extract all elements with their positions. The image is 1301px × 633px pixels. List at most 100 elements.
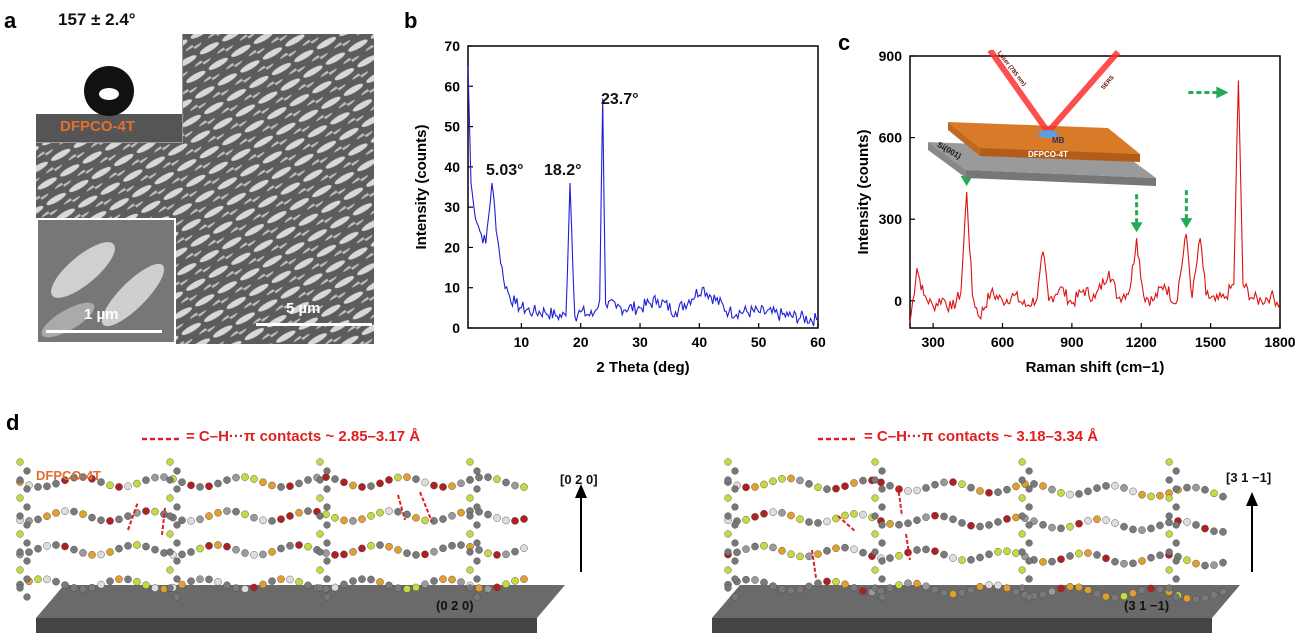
atom	[223, 507, 231, 515]
atom	[61, 581, 69, 589]
atom	[493, 514, 501, 522]
atom	[1102, 516, 1110, 524]
atom	[1172, 557, 1180, 565]
atom	[166, 566, 174, 574]
atom	[1138, 490, 1146, 499]
atom	[1025, 503, 1033, 511]
atom	[724, 566, 732, 574]
atom	[904, 519, 912, 528]
atom	[173, 593, 181, 601]
atom	[1030, 517, 1038, 525]
atom	[316, 476, 324, 484]
atom	[731, 575, 739, 583]
material-label-a: DFPCO-4T	[60, 118, 135, 135]
atom	[412, 475, 420, 483]
atom	[1156, 585, 1164, 593]
atom	[241, 510, 249, 519]
atom	[358, 483, 366, 491]
atom	[871, 494, 879, 502]
atom	[277, 483, 285, 491]
atom	[268, 517, 276, 525]
atom	[958, 519, 966, 527]
atom	[823, 577, 831, 586]
atom	[466, 548, 474, 556]
atom	[43, 575, 51, 584]
atom	[778, 508, 786, 517]
atom	[421, 580, 429, 589]
atom	[796, 552, 804, 561]
atom	[268, 577, 276, 585]
atom	[61, 507, 69, 515]
atom	[778, 475, 786, 483]
atom	[976, 522, 984, 531]
atom	[832, 544, 840, 553]
atom	[1084, 549, 1092, 557]
atom	[232, 584, 240, 592]
atom	[115, 515, 123, 524]
atom	[331, 551, 339, 559]
atom	[1210, 489, 1218, 498]
atom	[97, 580, 105, 589]
atom	[1025, 575, 1033, 583]
atom	[173, 539, 181, 547]
contact-dash	[161, 507, 166, 536]
contact-dash	[397, 494, 406, 521]
mb-spot	[1038, 130, 1058, 138]
atom	[473, 503, 481, 511]
atom	[473, 539, 481, 547]
atom	[323, 503, 331, 511]
atom	[994, 488, 1002, 496]
atom	[286, 482, 294, 490]
atom	[787, 550, 795, 559]
atom	[913, 486, 921, 495]
atom	[1210, 561, 1218, 569]
atom	[205, 512, 213, 520]
atom	[1003, 515, 1011, 523]
atom	[88, 513, 96, 522]
atom	[1183, 483, 1191, 492]
atom	[151, 584, 159, 592]
atom	[295, 479, 303, 488]
xrd-ylabel: Intensity (counts)	[413, 124, 430, 249]
atom	[133, 479, 141, 488]
atom	[43, 542, 51, 550]
atom	[124, 512, 132, 520]
xrd-plot-frame	[467, 45, 819, 329]
inset-scale-label: 1 µm	[84, 306, 119, 323]
atom	[895, 551, 903, 560]
atom	[166, 584, 174, 592]
atom	[439, 575, 447, 583]
atom	[1172, 521, 1180, 529]
atom	[358, 544, 366, 553]
atom	[913, 546, 921, 554]
atom	[878, 521, 886, 529]
atom	[1039, 520, 1047, 529]
atom	[259, 516, 267, 525]
atom	[23, 503, 31, 511]
atom	[1183, 556, 1191, 565]
atom	[70, 584, 78, 592]
atom	[832, 484, 840, 493]
atom	[949, 515, 957, 524]
atom	[173, 485, 181, 493]
raman-xtick-label: 900	[1060, 334, 1084, 350]
atom	[904, 487, 912, 495]
atom	[430, 517, 438, 525]
atom	[940, 589, 948, 597]
atom	[376, 578, 384, 586]
atom	[106, 548, 114, 556]
atom	[733, 548, 741, 557]
atom	[43, 512, 51, 521]
panel-label-a: a	[4, 8, 17, 33]
atom	[430, 577, 438, 585]
atom	[1018, 566, 1026, 574]
atom	[511, 481, 519, 490]
atom	[1192, 521, 1200, 529]
sers-schematic	[928, 50, 1156, 186]
atom	[778, 546, 786, 555]
atom	[430, 547, 438, 556]
atom	[394, 473, 402, 482]
atom	[1138, 586, 1146, 595]
atom	[115, 483, 123, 491]
raman-ytick-label: 600	[879, 130, 903, 146]
